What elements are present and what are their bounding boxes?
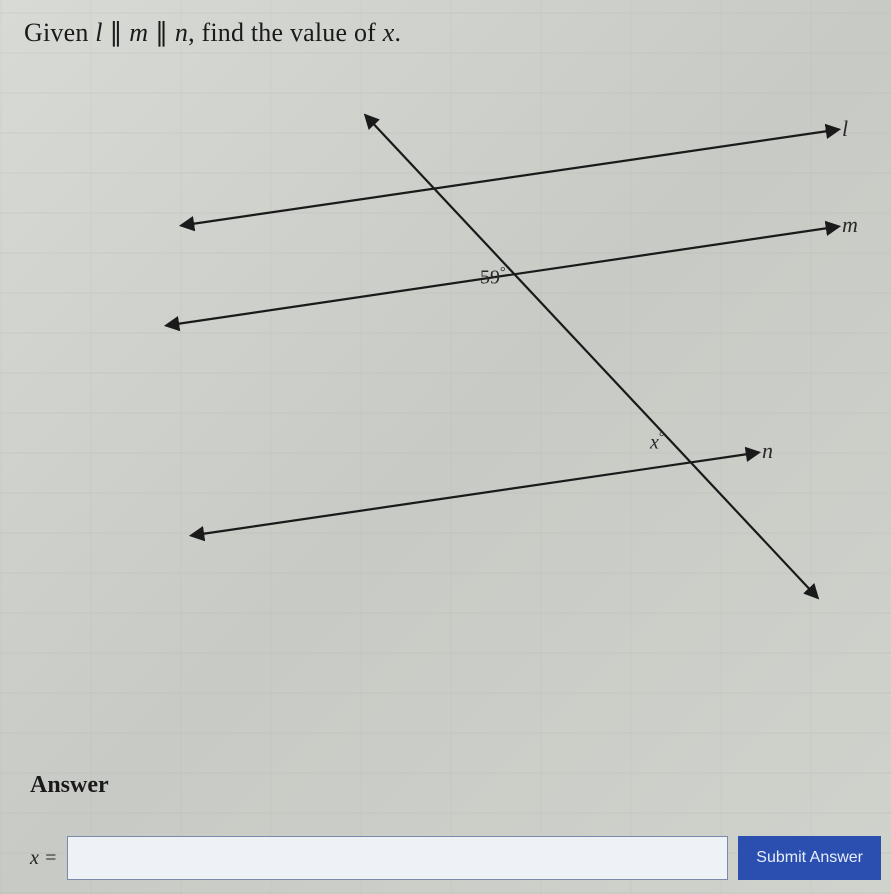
transversal-line	[368, 118, 815, 595]
line-label-l: l	[842, 116, 848, 142]
answer-heading: Answer	[30, 772, 109, 799]
diagram-svg	[90, 100, 860, 660]
angle-label-59: 59°	[480, 265, 506, 290]
degree-symbol-1: °	[500, 265, 506, 280]
line-l	[185, 130, 835, 225]
answer-lhs: x =	[30, 847, 57, 870]
answer-row: x = Submit Answer	[30, 836, 881, 880]
angle-label-x: x°	[650, 430, 665, 455]
question-prefix: Given	[24, 18, 95, 47]
var-m: m	[129, 18, 148, 47]
geometry-diagram: l m n 59° x°	[90, 100, 860, 660]
var-n: n	[175, 18, 188, 47]
question-suffix: , find the value of	[188, 18, 383, 47]
submit-button[interactable]: Submit Answer	[738, 836, 881, 880]
var-l: l	[95, 18, 102, 47]
line-n	[195, 453, 755, 535]
var-x: x	[383, 18, 395, 47]
degree-symbol-2: °	[659, 430, 665, 445]
angle-59-value: 59	[480, 267, 500, 289]
line-label-m: m	[842, 212, 858, 238]
question-text: Given l ∥ m ∥ n, find the value of x.	[24, 18, 401, 48]
parallel-2: ∥	[155, 18, 168, 47]
parallel-1: ∥	[109, 18, 122, 47]
line-label-n: n	[762, 438, 773, 464]
answer-input[interactable]	[67, 836, 728, 880]
angle-x-var: x	[650, 432, 659, 454]
question-period: .	[394, 18, 401, 47]
